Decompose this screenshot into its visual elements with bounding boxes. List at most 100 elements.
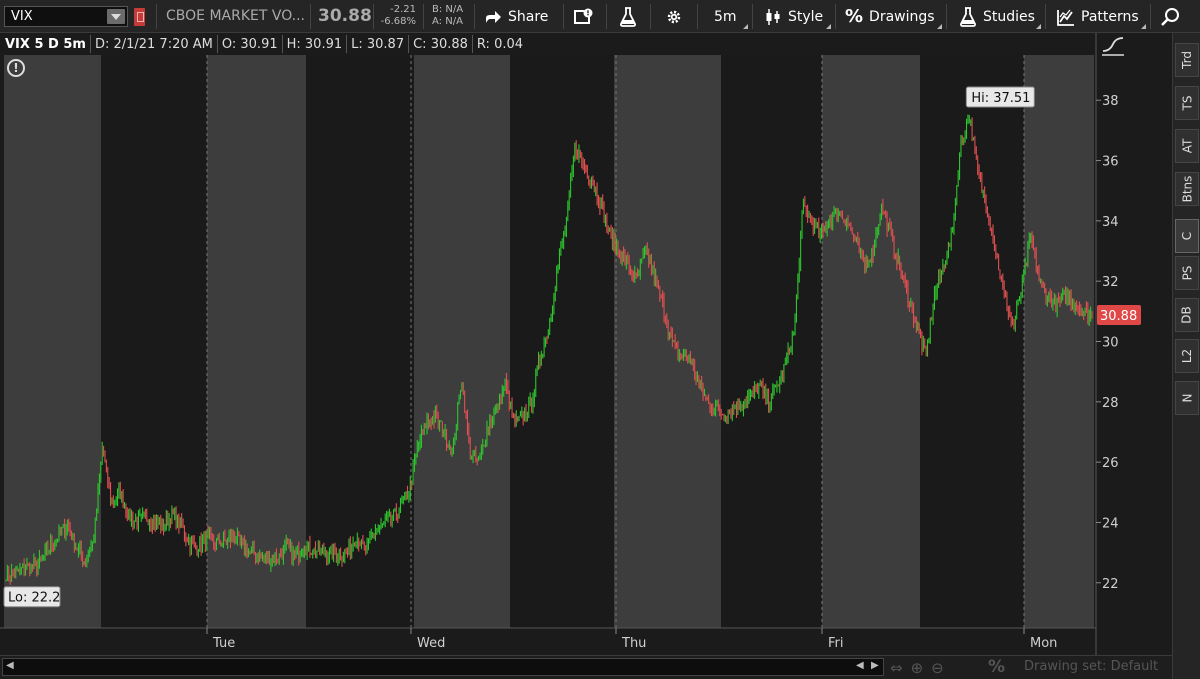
horizontal-scrollbar[interactable]: ◀ ◀ ▶ [2, 658, 884, 676]
alert-button[interactable] [574, 0, 594, 33]
scroll-left-end-icon[interactable]: ◀ [856, 660, 864, 671]
chart-title: VIX 5 D 5m [5, 36, 86, 52]
y-tick-label: 24 [1102, 516, 1119, 531]
timeframe-button[interactable]: 5m [714, 0, 737, 33]
session-band [207, 55, 306, 628]
dropdown-corner-icon [1036, 24, 1041, 29]
y-tick-label: 30 [1102, 336, 1119, 351]
sidebar-tab-trd[interactable]: Trd [1175, 43, 1199, 77]
header-range: R: 0.04 [476, 36, 524, 52]
toolbar-divider [835, 4, 836, 29]
y-tick-label: 28 [1102, 396, 1119, 411]
chart-style-icon[interactable] [1102, 37, 1124, 56]
sidebar-tab-at[interactable]: AT [1175, 129, 1199, 163]
studies-label: Studies [983, 8, 1035, 25]
sidebar-tab-ts[interactable]: TS [1175, 86, 1199, 120]
right-sidebar: Trd TS AT Btns C PS DB L2 N [1172, 33, 1200, 679]
session-band [4, 55, 101, 628]
share-button[interactable]: Share [484, 0, 548, 33]
share-icon [486, 10, 501, 23]
last-price: 30.88 [318, 6, 372, 26]
search-icon [1161, 7, 1179, 26]
patterns-button[interactable]: Patterns [1057, 0, 1139, 33]
pct-change: -6.68% [380, 16, 416, 27]
header-high: H: 30.91 [286, 36, 343, 52]
symbol-selector[interactable]: VIX [4, 6, 128, 27]
x-tick-label: Wed [417, 636, 445, 651]
toolbar-divider [156, 4, 157, 29]
sidebar-tab-l2[interactable]: L2 [1175, 339, 1199, 373]
session-band [614, 55, 721, 628]
settings-button[interactable] [665, 0, 683, 33]
flask-button[interactable] [619, 0, 637, 33]
studies-flask-icon [960, 6, 976, 27]
patterns-icon [1057, 9, 1074, 26]
session-band [822, 55, 920, 628]
x-tick-label: Fri [828, 636, 844, 651]
y-tick-label: 38 [1102, 94, 1119, 109]
crosshair-icon[interactable]: ⊕ [910, 659, 924, 677]
toolbar-divider [310, 4, 311, 29]
sidebar-tab-label: N [1179, 393, 1194, 403]
symbol-input[interactable]: VIX [11, 9, 33, 24]
zoom-icon[interactable]: ⊖ [931, 659, 944, 677]
link-flag-icon[interactable] [134, 8, 145, 26]
header-date: D: 2/1/21 7:20 AM [94, 36, 213, 52]
toolbar-divider [423, 4, 424, 29]
toolbar: VIX CBOE MARKET VO... 30.88 -2.21 -6.68%… [0, 0, 1200, 33]
chevron-down-icon[interactable] [107, 9, 125, 24]
x-tick-label: Thu [621, 636, 646, 651]
header-low: L: 30.87 [351, 36, 405, 52]
svg-text:Lo: 22.2: Lo: 22.2 [8, 591, 60, 606]
search-button[interactable] [1160, 0, 1182, 33]
scroll-left-icon[interactable]: ◀ [6, 660, 14, 671]
x-axis: Tue Wed Thu Fri Mon [206, 628, 1057, 651]
y-tick-label: 26 [1102, 456, 1119, 471]
toolbar-divider [1150, 4, 1151, 29]
drawings-button[interactable]: % Drawings [845, 0, 935, 33]
session-band [920, 55, 1024, 628]
dropdown-corner-icon [743, 24, 748, 29]
sidebar-tab-label: Trd [1180, 51, 1194, 69]
svg-text:30.88: 30.88 [1100, 309, 1137, 324]
session-band [414, 55, 510, 628]
price-chart[interactable]: 22 24 26 28 30 32 34 36 38 Tue Wed Thu Fri Mon Hi: 3… [0, 33, 1172, 655]
sidebar-tab-btns[interactable]: Btns [1175, 172, 1199, 206]
candle-icon [766, 8, 780, 25]
pan-icon[interactable]: ⇔ [890, 659, 903, 677]
bottom-bar: ◀ ◀ ▶ ⇔ ⊕ ⊖ % Drawing set: Default [0, 655, 1172, 679]
toolbar-divider [697, 4, 698, 29]
style-button[interactable]: Style [764, 0, 823, 33]
drawing-set-label[interactable]: Drawing set: Default [1024, 659, 1159, 674]
patterns-label: Patterns [1081, 8, 1139, 25]
sidebar-tab-n[interactable]: N [1175, 381, 1199, 415]
header-open: O: 30.91 [221, 36, 278, 52]
sidebar-tab-label: TS [1179, 95, 1194, 111]
percent-icon: % [845, 6, 864, 27]
sidebar-tab-c[interactable]: C [1175, 219, 1199, 253]
studies-button[interactable]: Studies [959, 0, 1035, 33]
y-tick-label: 32 [1102, 275, 1119, 290]
share-label: Share [508, 8, 549, 25]
sidebar-tab-ps[interactable]: PS [1175, 256, 1199, 290]
drawings-label: Drawings [869, 8, 935, 25]
candlestick-series [5, 114, 1093, 585]
toolbar-divider [1045, 4, 1046, 29]
session-band [510, 55, 614, 628]
sidebar-tab-label: L2 [1179, 348, 1194, 364]
session-band [306, 55, 414, 628]
toolbar-divider [650, 4, 651, 29]
toolbar-divider [946, 4, 947, 29]
scroll-right-icon[interactable]: ▶ [871, 660, 879, 671]
y-axis: 22 24 26 28 30 32 34 36 38 [1096, 94, 1119, 592]
y-tick-label: 34 [1102, 215, 1119, 230]
drawing-set-percent-icon[interactable]: % [988, 657, 1006, 677]
sidebar-tab-db[interactable]: DB [1175, 298, 1199, 332]
last-price-tag: 30.88 [1097, 304, 1141, 325]
session-band [1024, 55, 1094, 628]
annotations: Hi: 37.51 Lo: 22.2 30.88 [3, 86, 1141, 608]
header-close: C: 30.88 [413, 36, 468, 52]
warning-icon[interactable]: ! [7, 59, 25, 77]
timeframe-label: 5m [714, 8, 737, 25]
bottom-tools: ⇔ ⊕ ⊖ [890, 656, 952, 679]
